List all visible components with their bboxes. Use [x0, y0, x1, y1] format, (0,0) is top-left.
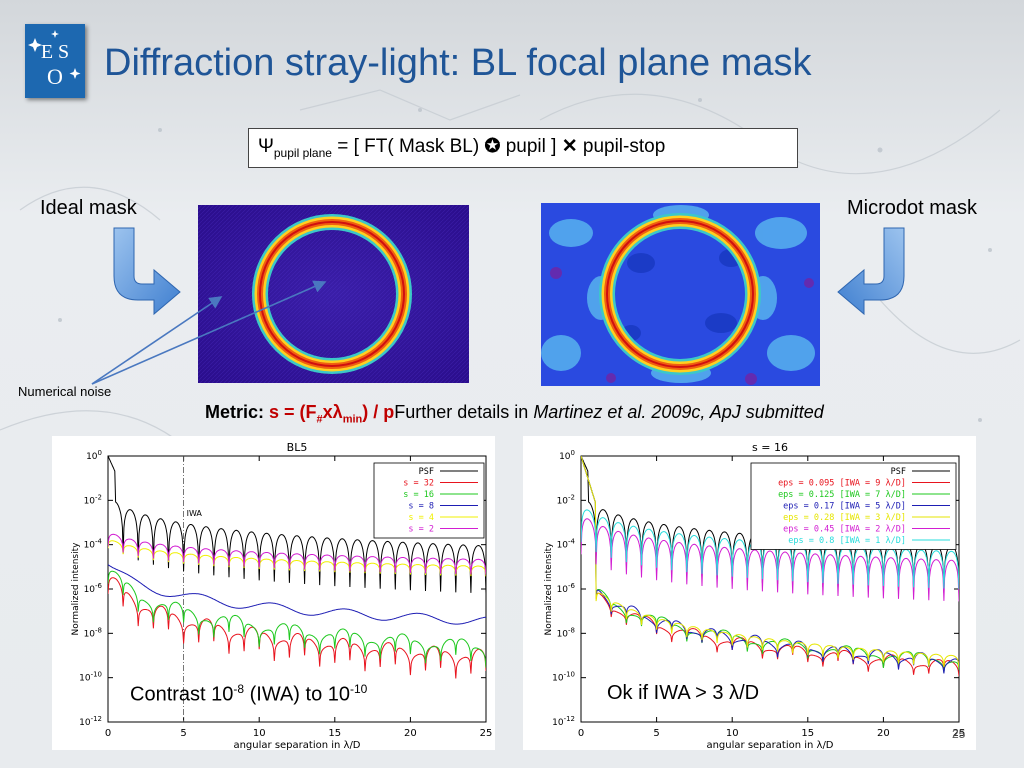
x-tick-label: 10 — [253, 728, 266, 739]
x-tick-label: 25 — [953, 728, 966, 739]
metric-sub2: min — [342, 413, 363, 426]
chart-s16: s = 16 0 5 10 15 20 25 100 10-2 10-4 10-6 10-8 10-10… — [544, 441, 966, 751]
y-axis-label: Normalized intensity — [544, 542, 554, 636]
x-tick-label: 0 — [578, 728, 584, 739]
x-tick-label: 15 — [801, 728, 814, 739]
left-caption-sup1: -8 — [233, 682, 245, 696]
x-tick-label: 20 — [877, 728, 890, 739]
ideal-mask-image — [198, 205, 469, 383]
chart-panel-right: s = 16 0 5 10 15 20 25 100 10-2 10-4 10-6 10-8 10-10… — [523, 436, 976, 751]
formula-tail: pupil-stop — [577, 136, 666, 157]
x-tick-label: 0 — [105, 728, 111, 739]
psi-symbol: Ψ — [258, 136, 274, 157]
metric-s-mid: xλ — [322, 402, 343, 422]
left-caption: Contrast 10-8 (IWA) to 10-10 — [130, 683, 367, 705]
series-line — [108, 533, 486, 575]
legend-box — [373, 462, 485, 539]
y-tick-label: 10-10 — [79, 671, 102, 684]
page-number: 25 — [952, 727, 966, 741]
microdot-mask-label: Microdot mask — [847, 197, 978, 219]
y-tick-label: 10-2 — [84, 493, 102, 506]
series-line — [581, 456, 959, 674]
x-axis-label: angular separation in λ/D — [706, 740, 833, 750]
iwa-label: IWA — [187, 509, 203, 518]
chart-title: BL5 — [287, 441, 308, 454]
chart-panel-left: BL5 0 5 10 15 20 25 100 10-2 10-4 10-6 10-8 10-10 10-… — [52, 436, 495, 751]
metric-sub1: # — [316, 413, 323, 426]
convolution-icon: ✪ — [484, 136, 501, 157]
series-line — [108, 570, 486, 668]
legend-label: eps = 0.28 [IWA = 3 λ/D] — [783, 513, 906, 523]
multiply-icon: ✕ — [561, 136, 578, 157]
legend-box — [750, 462, 957, 550]
x-tick-label: 5 — [653, 728, 659, 739]
y-tick-label: 10-6 — [557, 582, 576, 595]
eso-logo: E S O — [25, 24, 85, 98]
x-tick-label: 15 — [328, 728, 341, 739]
formula-text: Ψpupil plane = [ FT( Mask BL) ✪ pupil ] … — [258, 136, 665, 160]
svg-text:E S: E S — [41, 41, 69, 63]
y-tick-label: 10-4 — [84, 538, 103, 551]
left-caption-pre: Contrast 10 — [130, 683, 234, 706]
y-tick-label: 10-12 — [79, 715, 102, 728]
x-axis-label: angular separation in λ/D — [233, 740, 360, 750]
series-line — [581, 456, 959, 668]
chart-bl5: BL5 0 5 10 15 20 25 100 10-2 10-4 10-6 10-8 10-10 10-… — [71, 441, 493, 751]
formula-eq: = [ FT( Mask BL) — [331, 136, 485, 157]
metric-s-pre: s = (F — [264, 402, 317, 422]
ideal-mask-label: Ideal mask — [40, 197, 137, 219]
curved-arrow-left-icon — [837, 227, 905, 316]
x-tick-label: 25 — [480, 728, 493, 739]
x-tick-label: 10 — [726, 728, 739, 739]
series-line — [108, 456, 486, 594]
x-tick-label: 20 — [404, 728, 417, 739]
series-line — [581, 518, 959, 602]
reference: Martinez et al. 2009c, ApJ submitted — [533, 402, 824, 422]
legend-label: eps = 0.095 [IWA = 9 λ/D] — [778, 479, 906, 489]
numerical-noise-label: Numerical noise — [18, 384, 112, 399]
legend-label: eps = 0.8 [IWA = 1 λ/D] — [788, 536, 906, 546]
legend-label: s = 2 — [408, 525, 434, 535]
chart-title: s = 16 — [752, 441, 788, 454]
legend-label: s = 8 — [408, 502, 434, 512]
x-tick-label: 5 — [180, 728, 186, 739]
y-tick-label: 100 — [86, 449, 102, 462]
y-tick-label: 100 — [559, 449, 575, 462]
metric-line: Metric: s = (F#xλmin) / pFurther details… — [205, 403, 824, 426]
right-caption: Ok if IWA > 3 λ/D — [607, 682, 760, 704]
formula-mid: pupil ] — [500, 136, 562, 157]
legend-label: s = 16 — [403, 490, 434, 500]
legend-label: s = 32 — [403, 479, 434, 489]
y-tick-label: 10-12 — [552, 715, 575, 728]
curved-arrow-right-icon — [113, 227, 181, 316]
microdot-mask-image — [541, 203, 820, 386]
svg-text:O: O — [47, 64, 63, 89]
legend-label: eps = 0.125 [IWA = 7 λ/D] — [778, 490, 906, 500]
legend-label: eps = 0.17 [IWA = 5 λ/D] — [783, 502, 906, 512]
series-line — [108, 564, 486, 625]
slide-title: Diffraction stray-light: BL focal plane … — [104, 42, 812, 84]
y-tick-label: 10-6 — [84, 582, 103, 595]
further-details: Further details in — [394, 402, 534, 422]
y-tick-label: 10-8 — [557, 626, 575, 639]
legend-label: eps = 0.45 [IWA = 2 λ/D] — [783, 525, 906, 535]
y-tick-label: 10-2 — [557, 493, 575, 506]
psi-subscript: pupil plane — [273, 145, 332, 160]
series-line — [108, 540, 486, 577]
legend-label: PSF — [419, 467, 434, 477]
left-caption-sup2: -10 — [350, 682, 368, 696]
y-tick-label: 10-4 — [557, 538, 576, 551]
legend-label: PSF — [891, 467, 906, 477]
legend-label: s = 4 — [408, 513, 434, 523]
formula-frame — [248, 128, 798, 168]
y-tick-label: 10-10 — [552, 671, 575, 684]
y-tick-label: 10-8 — [84, 626, 102, 639]
y-axis-label: Normalized intensity — [71, 542, 81, 636]
series-line — [108, 577, 486, 679]
left-caption-mid: (IWA) to 10 — [244, 683, 351, 706]
metric-label: Metric: — [205, 402, 265, 422]
metric-s-post: ) / p — [362, 402, 395, 422]
